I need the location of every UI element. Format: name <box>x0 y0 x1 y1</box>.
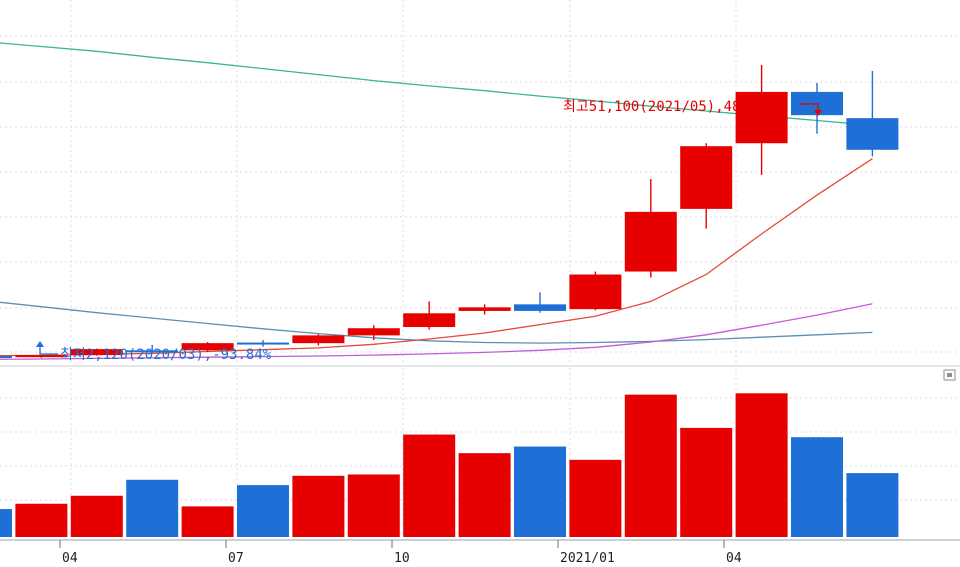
x-tick-label: 10 <box>394 551 410 566</box>
candle <box>680 143 733 229</box>
x-tick-label: 04 <box>726 551 742 566</box>
volume-bar <box>403 434 456 537</box>
low-annotation: 최저2,120(2020/03),-93.84% <box>36 341 272 363</box>
candle <box>458 304 511 315</box>
ma-line-short <box>0 158 873 357</box>
candle-body <box>846 118 899 150</box>
volume-bar <box>15 503 68 537</box>
candle <box>15 355 68 358</box>
candle-body <box>237 342 289 345</box>
candle-body <box>15 355 68 358</box>
price-grid <box>0 0 960 364</box>
candle <box>514 292 566 313</box>
candle-body <box>403 313 456 328</box>
volume-bar <box>70 495 123 537</box>
candle-body <box>181 343 234 351</box>
candle <box>735 65 788 175</box>
candle <box>569 271 622 311</box>
candle-body <box>347 328 400 336</box>
x-tick-label: 07 <box>228 551 244 566</box>
candle <box>403 301 456 330</box>
volume-bar <box>181 506 234 537</box>
volume-bar <box>514 446 566 537</box>
volume-bar <box>347 474 400 537</box>
volume-bar <box>735 393 788 537</box>
x-tick-label: 2021/01 <box>560 551 615 566</box>
x-axis: 04 07 10 2021/01 04 <box>59 540 742 566</box>
candle-body <box>680 146 733 209</box>
volume-bar <box>292 475 345 537</box>
volume-bar <box>458 453 511 537</box>
ma-line-long <box>0 42 873 126</box>
candle <box>126 344 179 353</box>
volume-bar <box>237 485 289 537</box>
candle-body <box>70 349 123 356</box>
volume-bars <box>0 393 899 537</box>
volume-bar <box>0 509 12 537</box>
volume-bar <box>846 473 899 537</box>
high-annotation-label: 최고51,100(2021/05),48.55% <box>563 99 775 115</box>
volume-bar <box>126 479 179 537</box>
volume-bar <box>569 459 622 537</box>
high-annotation: 최고51,100(2021/05),48.55% <box>563 99 822 116</box>
candle-body <box>0 355 12 358</box>
candle-body <box>514 304 566 311</box>
candle <box>846 71 899 157</box>
candle-body <box>624 211 677 272</box>
candle-body <box>126 350 179 353</box>
candle-body <box>292 335 345 344</box>
candle <box>0 355 12 358</box>
high-arrow-head-icon <box>814 110 822 116</box>
low-arrow-head-icon <box>36 341 44 347</box>
high-arrow-icon <box>800 103 819 112</box>
panel-toggle-icon[interactable] <box>943 369 956 381</box>
moving-average-lines <box>0 42 873 360</box>
candle <box>624 179 677 278</box>
candle-body <box>735 91 788 144</box>
candle-body <box>458 307 511 311</box>
low-annotation-label: 최저2,120(2020/03),-93.84% <box>60 347 272 363</box>
candle <box>181 341 234 353</box>
candle <box>237 340 289 347</box>
ma-line-base <box>0 301 873 344</box>
candle-body <box>569 274 622 310</box>
candles <box>0 65 899 358</box>
candle <box>347 325 400 341</box>
candle <box>791 82 843 134</box>
candle <box>292 334 345 346</box>
volume-bar <box>791 437 843 537</box>
ma-line-mid <box>0 303 873 360</box>
volume-bar <box>624 394 677 537</box>
candle <box>70 348 123 356</box>
volume-bar <box>680 427 733 537</box>
x-tick-label: 04 <box>62 551 78 566</box>
